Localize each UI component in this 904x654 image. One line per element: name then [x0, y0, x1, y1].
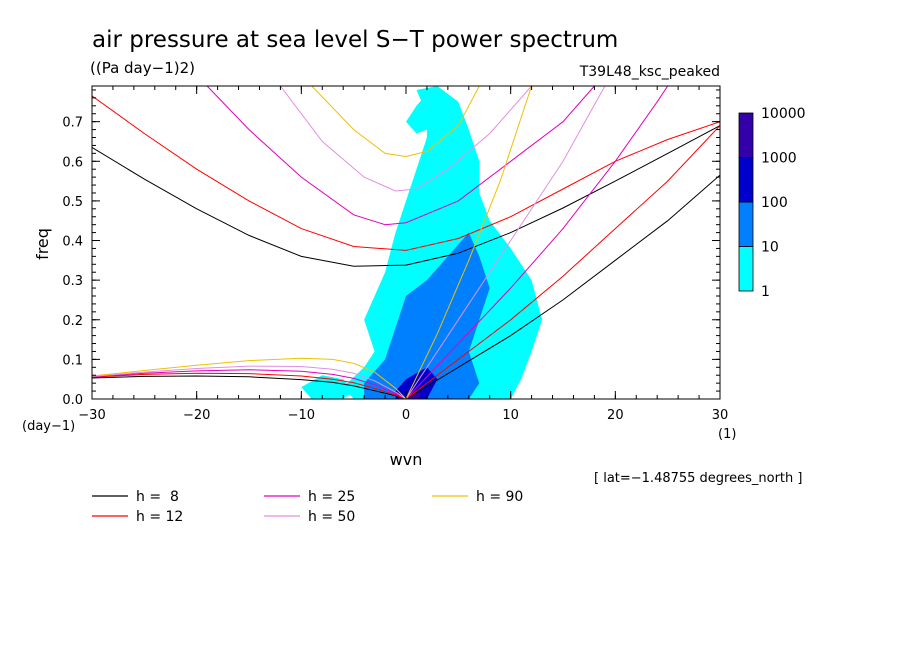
- curve-series-4-branch-0: [92, 357, 407, 399]
- y-tick-label: 0.3: [62, 274, 83, 289]
- curve-series-3-branch-1: [280, 86, 532, 192]
- curve-series-2-branch-0: [92, 369, 407, 399]
- y-tick-label: 0.0: [62, 393, 83, 408]
- colorbar-segment: [738, 201, 754, 247]
- latitude-annotation: [ lat=−1.48755 degrees_north ]: [594, 471, 802, 486]
- chart-title: air pressure at sea level S−T power spec…: [92, 27, 618, 53]
- x-tick-label: 30: [712, 408, 729, 423]
- colorbar-label: 1000: [761, 151, 797, 167]
- x-tick-label: 20: [607, 408, 624, 423]
- y-tick-label: 0.6: [62, 155, 83, 170]
- curve-series-1-branch-0: [92, 372, 407, 399]
- curve-series-0-branch-0: [92, 375, 407, 399]
- y-tick-label: 0.4: [62, 235, 83, 250]
- y-axis-unit: (day−1): [22, 419, 75, 434]
- contour-region-2: [406, 93, 438, 134]
- x-tick-label: −30: [78, 408, 105, 423]
- run-label: T39L48_ksc_peaked: [579, 64, 720, 80]
- colorbar-segment: [738, 112, 754, 158]
- x-tick-label: −20: [183, 408, 210, 423]
- colorbar-label: 100: [761, 195, 788, 211]
- colorbar-label: 10000: [761, 106, 806, 122]
- curve-series-0-branch-2: [405, 174, 720, 399]
- y-axis-label: freq: [33, 228, 52, 260]
- curve-series-3-branch-0: [92, 365, 407, 399]
- x-tick-label: 10: [502, 408, 519, 423]
- curve-series-4-branch-2: [405, 86, 533, 399]
- x-tick-label: 0: [402, 408, 410, 423]
- legend-label: h = 25: [308, 489, 355, 505]
- x-axis-unit: (1): [718, 427, 736, 442]
- legend-label: h = 50: [308, 509, 355, 525]
- colorbar-segment: [738, 157, 754, 203]
- y-tick-label: 0.7: [62, 116, 83, 131]
- curve-series-4-branch-1: [311, 86, 480, 158]
- colorbar-label: 1: [761, 284, 770, 300]
- contour-region-3: [364, 232, 490, 399]
- dispersion-curve-layer: [92, 86, 720, 399]
- legend-label: h = 12: [136, 509, 183, 525]
- x-tick-label: −10: [288, 408, 315, 423]
- curve-series-1-branch-2: [405, 125, 720, 399]
- legend: h = 8 h = 12 h = 25 h = 50 h = 90: [92, 489, 523, 525]
- y-tick-label: 0.2: [62, 314, 83, 329]
- y-tick-label: 0.1: [62, 353, 83, 368]
- curve-series-3-branch-2: [405, 86, 606, 399]
- y-tick-label: 0.5: [62, 195, 83, 210]
- chart-units: ((Pa day−1)2): [90, 59, 195, 77]
- curve-series-2-branch-1: [206, 86, 595, 226]
- colorbar-label: 10: [761, 240, 779, 256]
- legend-label: h = 90: [476, 489, 523, 505]
- x-axis-label: wvn: [390, 450, 423, 469]
- curve-series-0-branch-1: [92, 125, 720, 267]
- contour-fill-layer: [301, 86, 543, 399]
- colorbar-segment: [738, 246, 754, 292]
- colorbar: 1 10 100 1000 10000: [738, 106, 806, 300]
- curve-series-2-branch-2: [405, 86, 669, 399]
- legend-label: h = 8: [136, 489, 179, 505]
- axis-ticks: −30 −20 −10 0 10 20 30 0.0 0.1 0.2 0.3 0.4 0.5 0.6 0.7: [62, 86, 728, 423]
